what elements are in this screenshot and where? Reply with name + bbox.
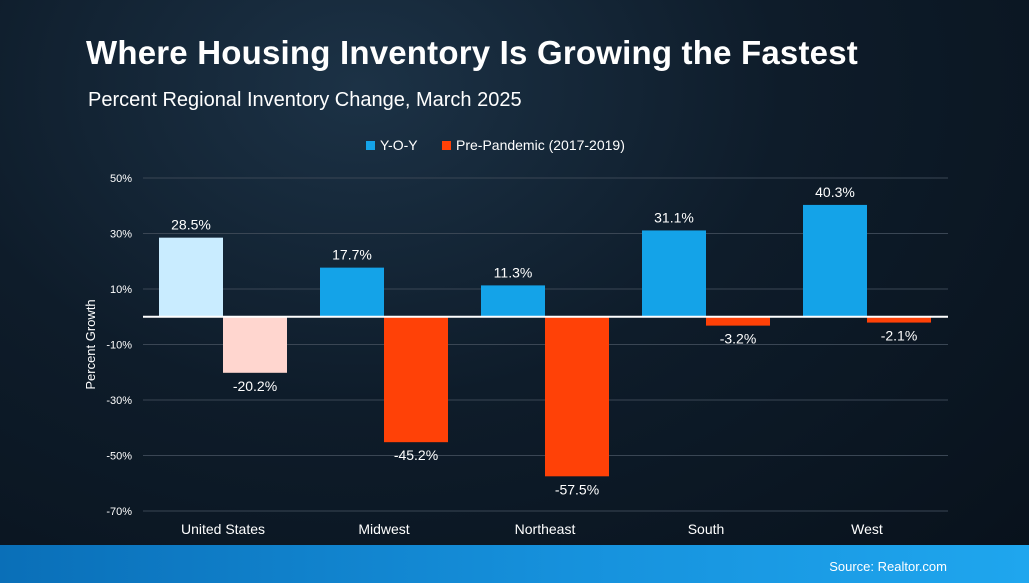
legend-swatch-yoy (366, 141, 375, 150)
data-label: 40.3% (815, 184, 855, 200)
x-tick-label: Northeast (515, 521, 576, 537)
footer-bar: Source: Realtor.com (0, 545, 1029, 583)
bar-yoy (642, 230, 706, 317)
bar-yoy (481, 285, 545, 317)
x-tick-label: West (851, 521, 883, 537)
y-tick-label: 50% (110, 173, 132, 185)
data-label: 11.3% (494, 264, 533, 280)
bar-pre-pandemic (706, 316, 770, 326)
legend-swatch-pre-pandemic (442, 141, 451, 150)
x-tick-label: United States (181, 521, 265, 537)
x-tick-label: Midwest (358, 521, 409, 537)
data-label: -2.1% (881, 328, 918, 344)
y-tick-label: -70% (106, 506, 132, 518)
data-label: -3.2% (720, 331, 757, 347)
y-tick-label: -10% (106, 340, 132, 352)
bar-yoy (803, 204, 867, 317)
data-label: -20.2% (233, 378, 277, 394)
bar-pre-pandemic (384, 316, 448, 443)
bar-pre-pandemic (223, 316, 287, 373)
bar-pre-pandemic (545, 316, 609, 477)
bar-chart: 50% 30% 10% -10% -30% -50% -70% Percent Growth 2… (83, 137, 948, 537)
data-label: 31.1% (654, 209, 694, 225)
y-axis-label: Percent Growth (83, 299, 98, 389)
chart-title: Where Housing Inventory Is Growing the F… (86, 34, 858, 71)
chart-subtitle: Percent Regional Inventory Change, March… (88, 89, 522, 111)
data-label: -57.5% (555, 481, 599, 497)
y-tick-label: 30% (110, 229, 132, 241)
source-note: Source: Realtor.com (829, 559, 947, 574)
y-tick-label: -30% (106, 395, 132, 407)
data-label: 17.7% (332, 247, 372, 263)
y-tick-label: -50% (106, 451, 132, 463)
legend-label-yoy: Y-O-Y (380, 137, 418, 153)
legend-label-pre-pandemic: Pre-Pandemic (2017-2019) (456, 137, 625, 153)
bar-pre-pandemic (867, 316, 931, 323)
y-tick-label: 10% (110, 284, 132, 296)
bar-yoy (320, 267, 384, 317)
x-tick-label: South (688, 521, 725, 537)
data-label: 28.5% (171, 217, 211, 233)
bar-yoy (159, 237, 223, 317)
data-label: -45.2% (394, 447, 438, 463)
